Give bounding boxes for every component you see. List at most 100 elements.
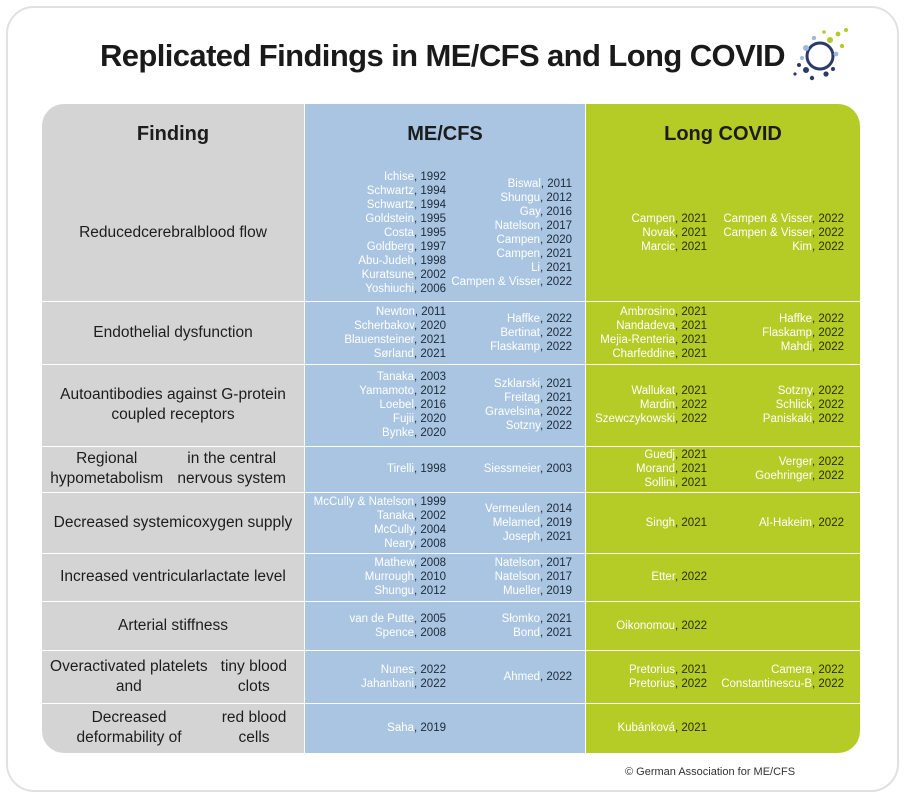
citation-year: , 2003 xyxy=(414,371,446,383)
citation: Campen & Visser, 2022 xyxy=(723,212,844,226)
citation: Natelson, 2017 xyxy=(495,219,572,233)
row-divider xyxy=(42,446,860,447)
citation-year: , 2022 xyxy=(812,212,844,225)
citation-author: Goldstein xyxy=(365,212,415,225)
citation: Schwartz, 1994 xyxy=(367,184,446,198)
citation: Natelson, 2017 xyxy=(495,556,572,570)
citation: Paniskaki, 2022 xyxy=(763,412,844,426)
citation-year: , 2017 xyxy=(540,557,572,569)
citation: Goldstein, 1995 xyxy=(365,212,446,226)
citation-year: , 1994 xyxy=(414,184,446,197)
citation: Goldberg, 1997 xyxy=(367,240,446,254)
citation-author: Ichise xyxy=(383,170,415,183)
citation-year: , 2020 xyxy=(414,319,446,332)
citation-author: Tirelli xyxy=(386,463,415,475)
citation-year: , 2022 xyxy=(812,340,844,353)
citation-author: McCully xyxy=(373,523,415,536)
citation: Yamamoto, 2012 xyxy=(359,384,446,398)
citation-author: Yamamoto xyxy=(359,385,415,397)
citation: McCully & Natelson, 1999 xyxy=(314,495,446,509)
citation-year: , 2022 xyxy=(812,663,844,676)
citation-year: , 2002 xyxy=(414,268,446,281)
citation: Murrough, 2010 xyxy=(365,570,446,584)
header-mecfs: ME/CFS xyxy=(407,122,483,145)
citation-author: Jahanbani xyxy=(360,677,415,690)
finding-label: Decreased deformability of red blood cell… xyxy=(42,703,304,753)
citation-author: Kubánková xyxy=(617,722,676,734)
citation-author: Nandadeva xyxy=(616,319,676,332)
citation: Vermeulen, 2014 xyxy=(485,502,572,516)
citation: Natelson, 2017 xyxy=(495,570,572,584)
citation-year: , 2021 xyxy=(414,333,446,346)
citation-list-lc-left: Kubánková, 2021 xyxy=(587,703,707,753)
citation-author: Gravelsina xyxy=(485,406,541,418)
citation: Novak, 2021 xyxy=(642,226,707,240)
citation-author: Gay xyxy=(519,205,541,218)
citation-author: Oikonomou xyxy=(616,619,676,632)
citation: Oikonomou, 2022 xyxy=(616,619,707,633)
header-finding: Finding xyxy=(136,122,210,145)
citation-year: , 2021 xyxy=(540,247,572,260)
citation: Campen, 2020 xyxy=(497,233,572,247)
citation-year: , 2014 xyxy=(540,502,572,515)
citation: Sørland, 2021 xyxy=(374,347,446,361)
citation-author: Etter xyxy=(651,571,676,583)
citation-year: , 2022 xyxy=(540,312,572,325)
citation: Schlick, 2022 xyxy=(776,398,844,412)
citation: Schwartz, 1994 xyxy=(367,198,446,212)
citation: Tirelli, 1998 xyxy=(387,462,446,476)
citation-year: , 2021 xyxy=(675,385,707,397)
citation-year: , 2022 xyxy=(812,326,844,339)
row-divider xyxy=(42,703,860,704)
citation-year: , 2022 xyxy=(414,677,446,690)
citation-year: , 2021 xyxy=(540,530,572,543)
citation-list-lc-left: Ambrosino, 2021 Nandadeva, 2021 Mejia-Rent… xyxy=(587,301,707,364)
finding-label-line: blood flow xyxy=(197,223,267,241)
citation: Kubánková, 2021 xyxy=(617,721,707,735)
citation-author: Szklarski xyxy=(494,378,541,390)
citation-author: Biswal xyxy=(507,177,541,190)
citation-list-lc-left: Oikonomou, 2022 xyxy=(587,601,707,650)
citation-year: , 2022 xyxy=(540,406,572,418)
citation: Ahmed, 2022 xyxy=(504,670,572,684)
row-divider xyxy=(42,601,860,602)
citation: Blauensteiner, 2021 xyxy=(344,333,446,347)
citation-year: , 2022 xyxy=(414,663,446,676)
citation-year: , 2022 xyxy=(812,516,844,529)
citation: Słomko, 2021 xyxy=(502,612,572,626)
citation-list-lc-right: Camera, 2022 Constantinescu-B, 2022 xyxy=(714,650,844,703)
citation-year: , 1998 xyxy=(414,254,446,267)
citation-year: , 2021 xyxy=(540,261,572,274)
citation-author: Sollini xyxy=(644,477,676,489)
citation: Haffke, 2022 xyxy=(779,312,844,326)
citation-year: , 2008 xyxy=(414,626,446,639)
finding-label: Increased ventricular lactate level xyxy=(42,553,304,601)
citation-year: , 2022 xyxy=(812,413,844,425)
citation-year: , 2022 xyxy=(812,240,844,253)
citation-year: , 2019 xyxy=(540,516,572,529)
citation-author: Szewczykowski xyxy=(595,413,676,425)
citation-author: Scherbakov xyxy=(354,319,415,332)
citation-author: Campen & Visser xyxy=(723,212,813,225)
citation-author: Mardin xyxy=(639,399,676,411)
citation-author: Bond xyxy=(513,626,541,639)
finding-label-line: red blood cells xyxy=(221,709,287,746)
citation-author: Kim xyxy=(792,240,813,253)
citation-year: , 2020 xyxy=(414,427,446,439)
citation-author: Goehringer xyxy=(755,470,813,482)
citation-year: , 2022 xyxy=(540,275,572,288)
citation-author: Charfeddine xyxy=(612,347,676,360)
finding-label: Autoantibodies against G-protein coupled… xyxy=(42,364,304,446)
citation-list-me-left: Newton, 2011 Scherbakov, 2020 Blauensteine… xyxy=(296,301,446,364)
citation-list-lc-right: Sotzny, 2022 Schlick, 2022 Paniskaki, 2022 xyxy=(714,364,844,446)
citation: Pretorius, 2022 xyxy=(629,677,707,691)
finding-label-line: tiny blood clots xyxy=(220,657,288,695)
citation: Campen, 2021 xyxy=(497,247,572,261)
finding-label-line: oxygen supply xyxy=(193,513,293,531)
citation-list-me-right: Haffke, 2022 Bertinat, 2022 Flaskamp, 2022 xyxy=(447,301,572,364)
citation-author: Schwartz xyxy=(366,184,415,197)
citation-year: , 1998 xyxy=(414,463,446,475)
row-divider xyxy=(42,492,860,493)
citation-author: Mejia-Renteria xyxy=(600,333,676,346)
citation: Flaskamp, 2022 xyxy=(490,340,572,354)
